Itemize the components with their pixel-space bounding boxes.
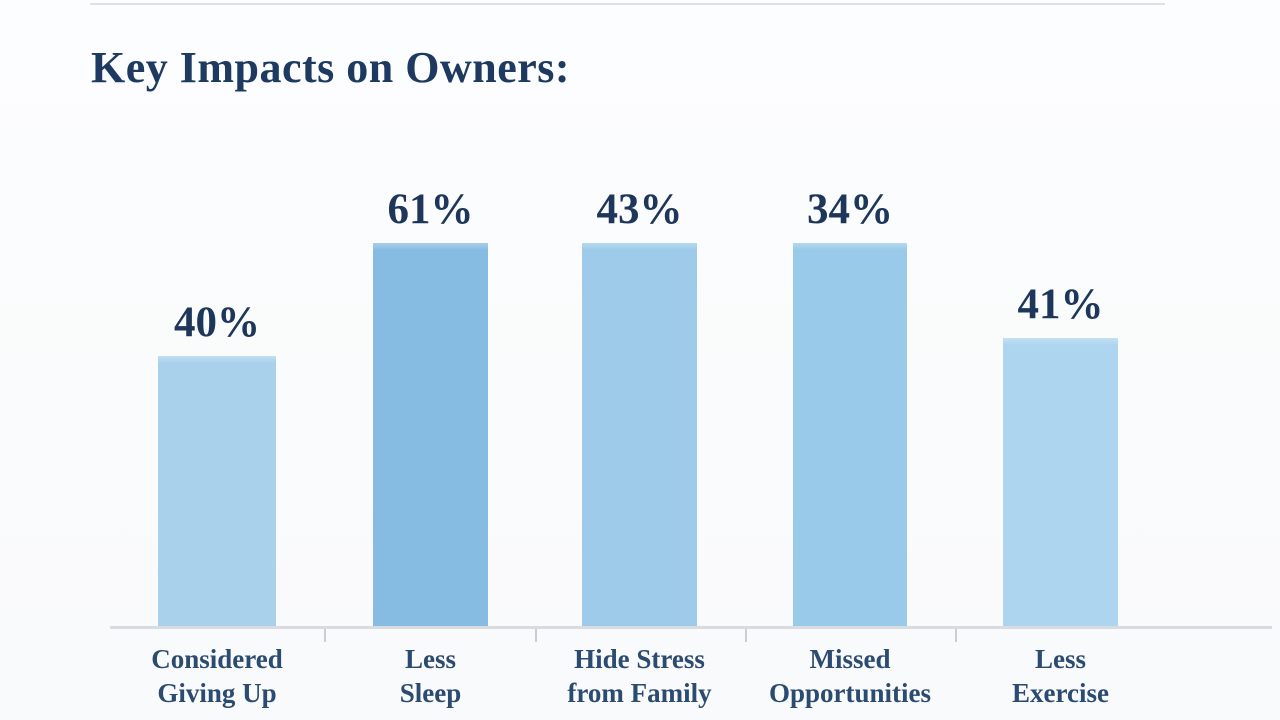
bar-value-label: 34% bbox=[807, 186, 893, 233]
x-axis-tick bbox=[535, 629, 537, 642]
category-label-line: Less bbox=[1034, 644, 1086, 674]
x-axis-tick bbox=[324, 629, 326, 642]
bar bbox=[793, 243, 907, 627]
top-divider-line bbox=[90, 3, 1165, 5]
bar-value-label: 43% bbox=[596, 186, 683, 233]
bar bbox=[1003, 338, 1118, 627]
category-label-line: Giving Up bbox=[157, 678, 277, 709]
bar-value-label: 61% bbox=[387, 186, 474, 233]
bar bbox=[582, 243, 697, 627]
category-label-line: Exercise bbox=[1012, 678, 1109, 709]
category-label: Hide Stress from Family bbox=[567, 642, 711, 710]
category-label-line: Hide Stress bbox=[574, 644, 705, 674]
bar-value-label: 41% bbox=[1017, 281, 1104, 328]
x-axis-tick bbox=[955, 629, 957, 642]
bar bbox=[373, 243, 488, 627]
category-label: Less Sleep bbox=[400, 642, 462, 710]
category-label-line: Less bbox=[404, 644, 457, 674]
bar-value-label: 40% bbox=[174, 299, 260, 346]
category-label-line: Sleep bbox=[399, 678, 462, 709]
category-label: Missed Opportunities bbox=[769, 642, 931, 710]
category-label-line: Considered bbox=[151, 644, 283, 674]
category-label-line: Missed bbox=[809, 644, 891, 674]
x-axis-tick bbox=[745, 629, 747, 642]
category-label: Considered Giving Up bbox=[151, 642, 283, 710]
bar bbox=[158, 356, 276, 627]
x-axis-baseline bbox=[110, 626, 1272, 629]
category-label-line: from Family bbox=[567, 678, 712, 709]
chart-title: Key Impacts on Owners: bbox=[91, 43, 571, 92]
category-label: Less Exercise bbox=[1012, 642, 1109, 710]
category-label-line: Opportunities bbox=[768, 678, 932, 709]
